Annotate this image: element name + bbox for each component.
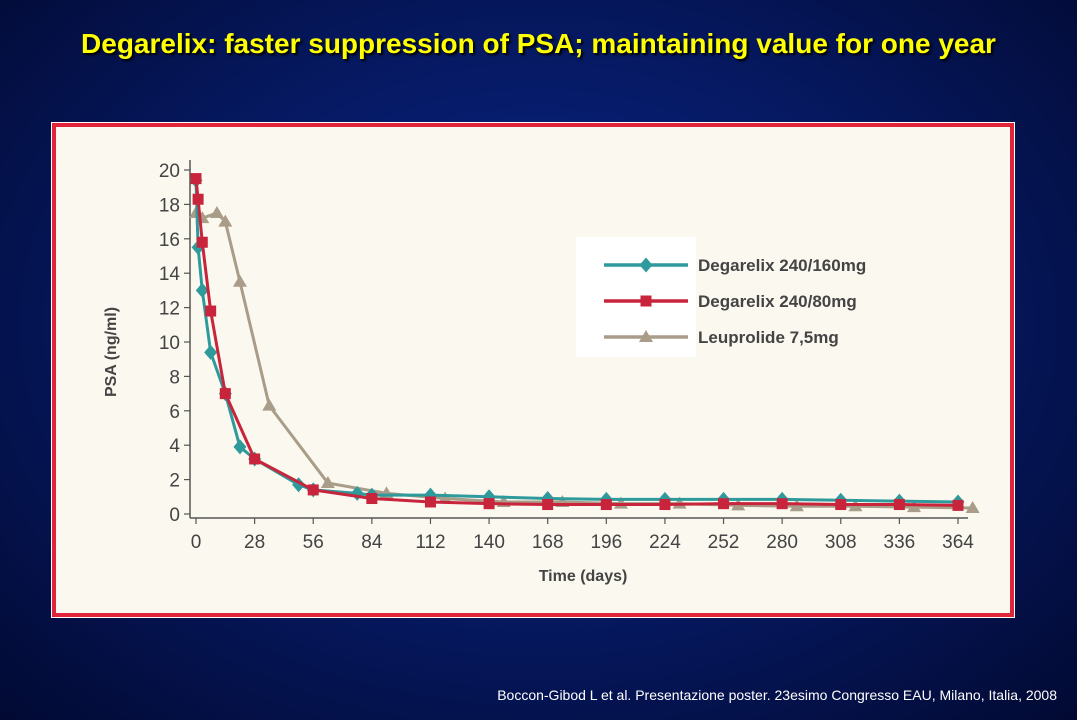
x-tick-label: 224	[649, 532, 681, 553]
y-tick-label: 2	[169, 471, 180, 492]
data-point	[190, 173, 202, 185]
data-point	[292, 477, 306, 493]
x-tick-label: 252	[708, 532, 740, 553]
x-axis-title: Time (days)	[539, 568, 628, 585]
data-point	[196, 236, 208, 248]
data-point	[205, 305, 217, 317]
x-tick-label: 0	[191, 532, 202, 553]
legend-label: Leuprolide 7,5mg	[698, 328, 839, 347]
x-tick-label: 168	[532, 532, 564, 553]
legend-marker	[639, 330, 653, 342]
data-point	[219, 388, 231, 400]
slide-title: Degarelix: faster suppression of PSA; ma…	[81, 28, 996, 59]
y-tick-label: 18	[159, 195, 180, 216]
data-point	[195, 282, 209, 298]
y-tick-label: 20	[159, 161, 180, 182]
y-tick-label: 14	[159, 264, 181, 285]
data-point	[424, 496, 436, 508]
data-point	[204, 344, 218, 360]
data-point	[659, 499, 671, 511]
x-tick-label: 28	[244, 532, 265, 553]
series-line	[194, 178, 959, 507]
data-point	[218, 214, 233, 227]
data-point	[320, 476, 335, 489]
chart-axes: 0 2 4 6 8 10 12 14 16 18 20 0 28 56 84 112 140 168 196 224 2…	[159, 160, 974, 553]
x-tick-label: 140	[473, 532, 505, 553]
data-point	[307, 484, 319, 496]
data-point	[835, 499, 847, 511]
x-tick-label: 196	[590, 532, 622, 553]
x-tick-label: 336	[884, 532, 916, 553]
chart-frame: 0 2 4 6 8 10 12 14 16 18 20 0 28 56 84 112 140 168 196 224 2…	[52, 123, 1014, 617]
x-tick-label: 84	[361, 532, 383, 553]
legend-label: Degarelix 240/160mg	[698, 256, 866, 275]
data-point	[249, 453, 261, 465]
citation: Boccon-Gibod L et al. Presentazione post…	[497, 687, 1057, 703]
x-tick-label: 112	[415, 532, 445, 553]
data-point	[600, 499, 612, 511]
series-square	[190, 173, 964, 511]
chart-legend: Degarelix 240/160mg Degarelix 240/80mg Leu…	[576, 237, 866, 357]
data-point	[483, 498, 495, 510]
y-tick-label: 6	[169, 402, 180, 423]
legend-marker	[639, 257, 653, 273]
data-point	[542, 499, 554, 511]
data-point	[209, 206, 224, 218]
x-tick-label: 56	[303, 532, 324, 553]
y-tick-label: 4	[169, 436, 180, 457]
data-point	[718, 498, 730, 510]
data-point	[192, 193, 204, 205]
data-point	[438, 491, 453, 504]
y-tick-label: 0	[169, 505, 180, 526]
y-axis-title: PSA (ng/ml)	[103, 307, 120, 397]
data-point	[233, 439, 247, 455]
data-point	[232, 274, 247, 287]
data-point	[965, 500, 980, 513]
x-tick-label: 280	[766, 532, 798, 553]
series-layer	[189, 172, 980, 513]
data-point	[366, 493, 378, 505]
x-tick-label: 308	[825, 532, 857, 553]
legend-box	[576, 237, 696, 357]
y-tick-label: 10	[159, 333, 180, 354]
psa-line-chart: 0 2 4 6 8 10 12 14 16 18 20 0 28 56 84 112 140 168 196 224 2…	[103, 160, 980, 585]
data-point	[776, 498, 788, 510]
y-tick-label: 8	[169, 367, 180, 388]
data-point	[952, 499, 964, 511]
x-tick-label: 364	[942, 532, 974, 553]
y-tick-label: 12	[159, 299, 180, 320]
y-tick-label: 16	[159, 230, 180, 251]
data-point	[262, 398, 277, 411]
legend-label: Degarelix 240/80mg	[698, 292, 857, 311]
legend-marker	[640, 295, 652, 307]
data-point	[893, 499, 905, 511]
